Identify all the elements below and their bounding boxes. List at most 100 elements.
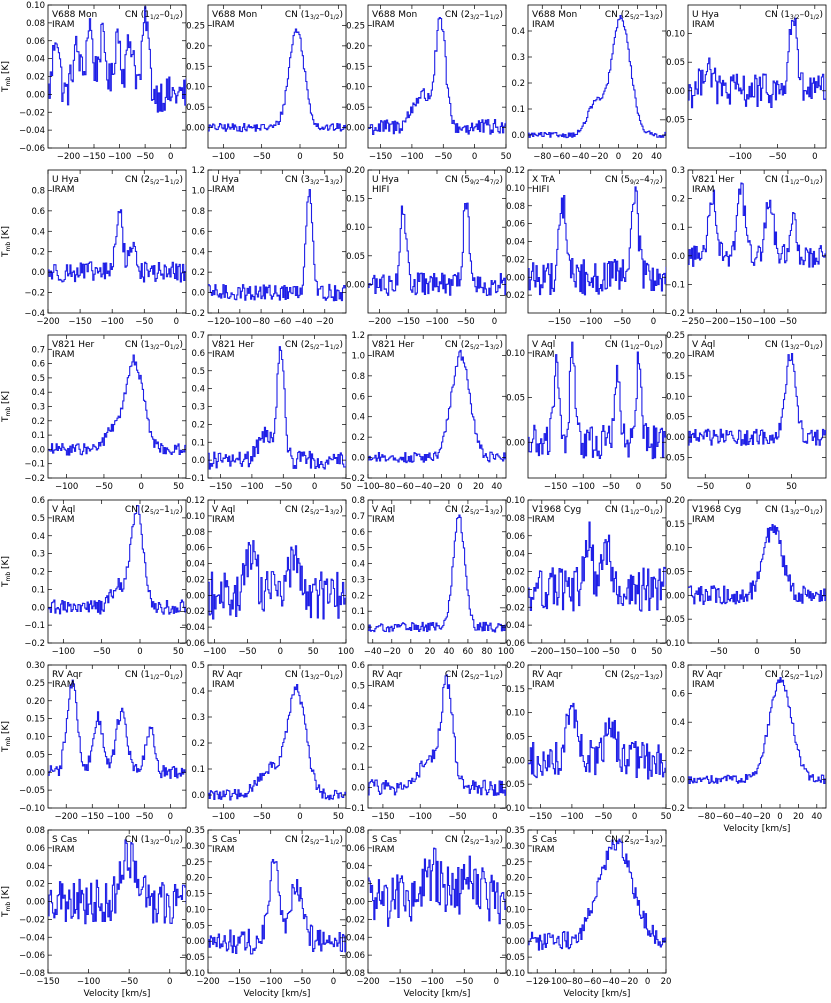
- y-tick-label: −0.04: [19, 126, 45, 136]
- y-tick-label: −0.05: [499, 953, 525, 963]
- y-tick-label: 0.5: [31, 374, 45, 384]
- x-tick-label: 0: [636, 482, 641, 492]
- y-tick-label: 0.00: [666, 87, 685, 97]
- telescope-name: IRAM: [692, 515, 714, 525]
- x-tick-label: −100: [425, 317, 448, 327]
- spectrum-panel-2: −100 −50 0 50 0.00 0.05 0.10 0.15 0.20 0.25 V688 M…: [186, 4, 347, 162]
- y-tick-label: 0.5: [191, 367, 205, 377]
- transition-label: CN (25/2–11/2): [125, 175, 183, 186]
- transition-label: CN (59/2–47/2): [445, 175, 503, 186]
- x-tick-label: −100: [579, 317, 602, 327]
- y-tick-label: 0.10: [666, 30, 685, 40]
- y-tick-label: 0.6: [351, 528, 365, 538]
- x-tick-label: −50: [449, 812, 467, 822]
- y-tick-label: 0.00: [506, 585, 525, 595]
- plot-frame: [687, 169, 827, 314]
- x-tick-label: −80: [377, 482, 395, 492]
- spectrum-trace: [528, 521, 666, 612]
- plot-frame: [687, 334, 827, 479]
- y-tick-label: 0.10: [506, 349, 525, 359]
- x-tick-label: −50: [93, 647, 111, 657]
- telescope-name: IRAM: [372, 20, 394, 30]
- y-tick-label: −0.06: [499, 639, 525, 649]
- y-tick-label: 0.15: [186, 890, 205, 900]
- y-tick-label: 0.00: [346, 898, 365, 908]
- y-tick-label: 0.15: [666, 372, 685, 382]
- y-tick-label: 0.7: [31, 345, 45, 355]
- x-tick-label: −20: [590, 152, 608, 162]
- y-tick-label: −0.05: [659, 454, 685, 464]
- y-tick-label: 0.10: [506, 184, 525, 194]
- spectrum-trace: [48, 839, 186, 925]
- x-tick-label: 50: [786, 482, 797, 492]
- star-name: RV Aqr: [52, 670, 82, 680]
- plot-frame: [47, 334, 187, 479]
- y-tick-label: 0.35: [186, 826, 205, 836]
- y-tick-label: −0.06: [179, 639, 205, 649]
- y-tick-label: −0.08: [339, 969, 365, 979]
- x-tick-label: −60: [273, 317, 291, 327]
- y-tick-label: 0.3: [351, 575, 365, 585]
- y-tick-label: 0.10: [506, 905, 525, 915]
- x-tick-label: 0: [746, 482, 751, 492]
- x-tick-label: −100: [203, 647, 226, 657]
- spectrum-trace: [208, 540, 346, 620]
- x-tick-label: −40: [602, 977, 620, 987]
- y-tick-label: 0.04: [186, 560, 205, 570]
- y-tick-label: 0.1: [191, 765, 205, 775]
- y-tick-label: 0.3: [31, 550, 45, 560]
- transition-label: CN (11/2–01/2): [765, 175, 823, 186]
- x-tick-label: −50: [135, 317, 153, 327]
- y-tick-label: 0.1: [31, 585, 45, 595]
- y-tick-label: 0.08: [26, 826, 45, 836]
- y-tick-label: −0.02: [499, 603, 525, 613]
- x-tick-label: −40: [364, 647, 382, 657]
- star-name: X TrA: [532, 175, 556, 185]
- y-tick-label: 0.0: [31, 603, 45, 613]
- y-tick-label: 0.20: [346, 42, 365, 52]
- x-tick-label: 0: [492, 317, 497, 327]
- y-tick-label: 0.15: [346, 62, 365, 72]
- y-tick-label: 0.4: [191, 687, 205, 697]
- x-tick-label: −200: [57, 152, 80, 162]
- y-tick-label: −0.10: [499, 969, 525, 979]
- telescope-name: IRAM: [212, 515, 234, 525]
- spectrum-trace: [208, 346, 346, 470]
- transition-label: CN (25/2–11/2): [765, 670, 823, 681]
- y-tick-label: 0.5: [351, 681, 365, 691]
- x-tick-label: −50: [769, 152, 787, 162]
- y-tick-label: 0.00: [346, 280, 365, 290]
- y-tick-label: 1.0: [351, 351, 365, 361]
- x-tick-label: −50: [602, 647, 620, 657]
- x-tick-label: 50: [790, 647, 801, 657]
- y-tick-label: −0.05: [659, 615, 685, 625]
- y-tick-label: 0.0: [191, 791, 205, 801]
- star-name: V Aql: [692, 340, 715, 350]
- y-tick-label: 0.08: [26, 19, 45, 29]
- y-tick-label: 0.6: [31, 207, 45, 217]
- x-tick-label: 0: [631, 647, 636, 657]
- x-tick-label: −100: [107, 812, 130, 822]
- y-tick-label: 0.6: [671, 690, 685, 700]
- y-tick-label: −0.2: [24, 289, 45, 299]
- x-tick-label: 50: [333, 812, 344, 822]
- plot-frame: [687, 664, 827, 809]
- x-tick-label: 0: [472, 152, 477, 162]
- telescope-name: IRAM: [52, 185, 74, 195]
- y-tick-label: 1.2: [191, 166, 205, 176]
- transition-label: CN (13/2–01/2): [285, 670, 343, 681]
- x-tick-label: −100: [409, 812, 432, 822]
- star-name: RV Aqr: [212, 670, 242, 680]
- y-tick-label: 0.3: [31, 403, 45, 413]
- x-tick-label: −100: [729, 152, 752, 162]
- x-tick-label: 0: [408, 647, 413, 657]
- transition-label: CN (25/2–13/2): [445, 835, 503, 846]
- y-tick-label: 0.15: [506, 890, 525, 900]
- y-tick-label: 0.30: [506, 842, 525, 852]
- telescope-name: IRAM: [52, 20, 74, 30]
- y-tick-label: 0.06: [186, 544, 205, 554]
- y-tick-label: 0.00: [26, 898, 45, 908]
- spectrum-panel-9: −150 −100 −50 0 −0.02 0.00 0.02 0.04 0.06 0.08 0.1…: [499, 166, 667, 327]
- y-tick-label: 0.15: [506, 685, 525, 695]
